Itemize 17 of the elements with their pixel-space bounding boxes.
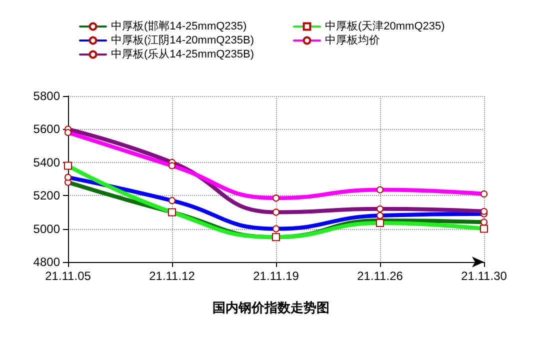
x-tick-label: 21.11.05 xyxy=(45,269,92,283)
y-tick-label: 5600 xyxy=(33,122,60,136)
legend-label: 中厚板均价 xyxy=(325,34,380,46)
y-tick-label: 5000 xyxy=(33,222,60,236)
x-tick-label: 21.11.12 xyxy=(149,269,196,283)
y-tick-label: 4800 xyxy=(33,255,60,269)
y-tick-label: 5200 xyxy=(33,188,60,203)
text: 国内钢价指数走势图 xyxy=(212,300,330,315)
legend-label: 中厚板(邯郸14-25mmQ235) xyxy=(111,20,247,32)
legend-label: 中厚板(天津20mmQ235) xyxy=(325,20,445,32)
x-tick-label: 21.11.26 xyxy=(357,269,404,283)
y-tick-label: 5400 xyxy=(33,155,60,170)
legend-label: 中厚板(江阴14-20mmQ235B) xyxy=(111,34,254,46)
y-tick-label: 5800 xyxy=(33,89,60,103)
legend-label: 中厚板(乐从14-25mmQ235B) xyxy=(111,48,254,60)
x-tick-label: 21.11.19 xyxy=(253,269,300,283)
x-tick-label: 21.11.30 xyxy=(461,269,508,283)
